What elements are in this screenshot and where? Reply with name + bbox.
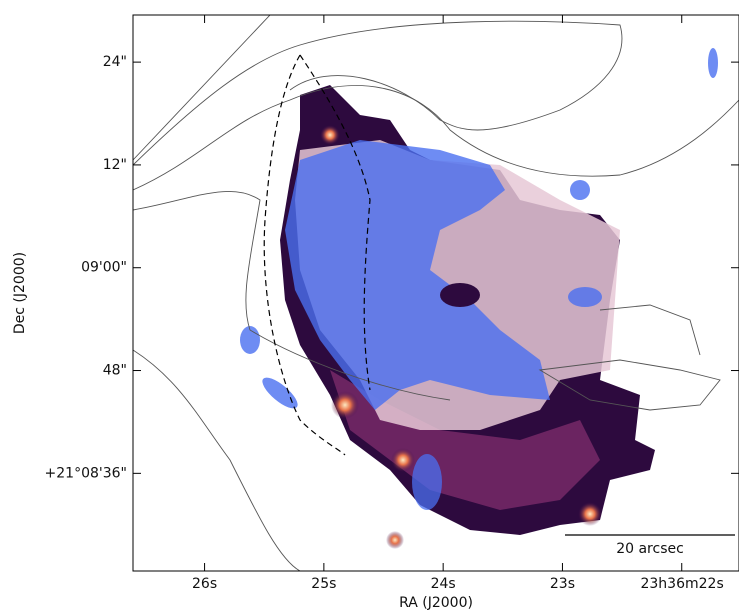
y-tick-label: 09'00" — [81, 260, 127, 276]
blue-blob — [570, 180, 590, 200]
hot-spot — [320, 125, 340, 145]
x-tick-label: 24s — [431, 576, 456, 592]
y-tick-label: 24" — [103, 54, 127, 70]
x-tick-label: 23h36m22s — [640, 576, 723, 592]
blue-blob — [258, 373, 302, 414]
x-tick-label: 23s — [550, 576, 575, 592]
blue-blob — [708, 48, 718, 78]
dark-knot — [440, 283, 480, 307]
x-axis-label: RA (J2000) — [399, 595, 473, 611]
image-layer — [133, 15, 739, 571]
x-tick-label: 25s — [311, 576, 336, 592]
blue-blob — [568, 287, 602, 307]
contour — [133, 15, 270, 160]
hot-spot — [391, 448, 415, 472]
hot-spot — [386, 531, 404, 549]
scale-bar-label: 20 arcsec — [616, 541, 684, 557]
contour — [600, 305, 700, 355]
y-axis-label: Dec (J2000) — [12, 252, 28, 334]
blue-blob — [412, 454, 442, 510]
x-tick-label: 26s — [192, 576, 217, 592]
figure: 20 arcsec RA (J2000) Dec (J2000) 26s 25s 2… — [0, 0, 739, 612]
y-tick-label: 12" — [103, 157, 127, 173]
y-tick-label: +21°08'36" — [45, 465, 127, 481]
hot-spot — [331, 391, 359, 419]
y-tick-label: 48" — [103, 363, 127, 379]
hot-spot — [578, 502, 602, 526]
